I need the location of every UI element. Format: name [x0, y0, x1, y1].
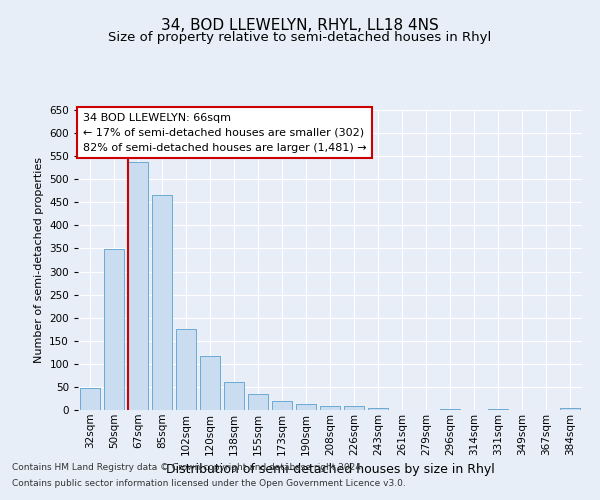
Y-axis label: Number of semi-detached properties: Number of semi-detached properties — [34, 157, 44, 363]
Text: 34 BOD LLEWELYN: 66sqm
← 17% of semi-detached houses are smaller (302)
82% of se: 34 BOD LLEWELYN: 66sqm ← 17% of semi-det… — [83, 113, 367, 152]
Text: Contains HM Land Registry data © Crown copyright and database right 2024.: Contains HM Land Registry data © Crown c… — [12, 464, 364, 472]
Bar — [200, 356, 220, 410]
Bar — [248, 394, 268, 410]
Text: 34, BOD LLEWELYN, RHYL, LL18 4NS: 34, BOD LLEWELYN, RHYL, LL18 4NS — [161, 18, 439, 32]
Bar — [176, 329, 196, 410]
Bar — [224, 382, 244, 410]
Bar — [368, 408, 388, 410]
Bar — [296, 404, 316, 410]
Bar — [560, 408, 580, 410]
Bar — [344, 406, 364, 410]
Bar — [272, 401, 292, 410]
X-axis label: Distribution of semi-detached houses by size in Rhyl: Distribution of semi-detached houses by … — [166, 463, 494, 476]
Text: Size of property relative to semi-detached houses in Rhyl: Size of property relative to semi-detach… — [109, 31, 491, 44]
Bar — [80, 388, 100, 410]
Bar — [320, 406, 340, 410]
Bar — [488, 409, 508, 410]
Bar — [104, 249, 124, 410]
Bar — [440, 408, 460, 410]
Text: Contains public sector information licensed under the Open Government Licence v3: Contains public sector information licen… — [12, 478, 406, 488]
Bar — [128, 162, 148, 410]
Bar — [152, 196, 172, 410]
